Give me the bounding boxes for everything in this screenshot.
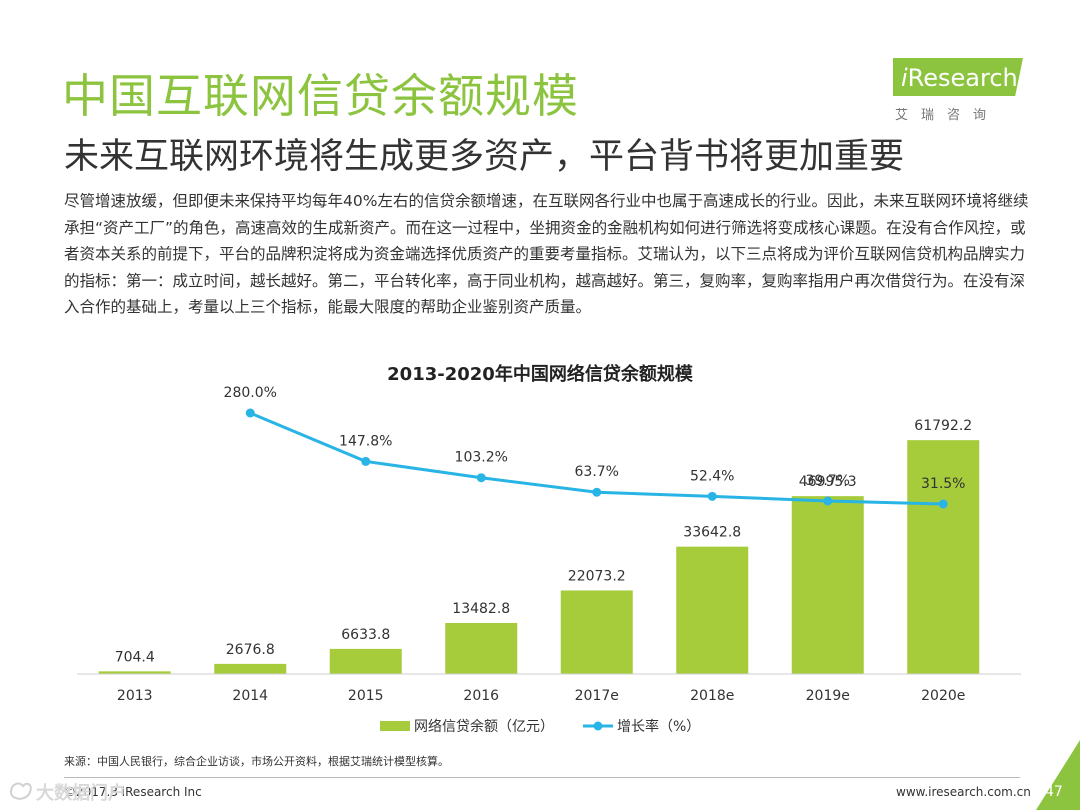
copyright: ©2017.3 iResearch Inc [64, 785, 202, 799]
x-tick-label: 2018e [690, 688, 734, 704]
bar-value-label: 61792.2 [914, 418, 972, 434]
page-subtitle: 未来互联网环境将生成更多资产，平台背书将更加重要 [64, 137, 905, 177]
iresearch-logo: iResearch 艾瑞咨询 [893, 54, 1033, 126]
bar [98, 671, 171, 674]
logo-subtitle: 艾瑞咨询 [895, 108, 1000, 123]
page-title: 中国互联网信贷余额规模 [62, 69, 579, 123]
bar-value-label: 704.4 [115, 649, 155, 665]
x-tick-label: 2014 [232, 688, 268, 704]
bar-series: 704.4 2676.8 6633.8 13482.8 22073.2 33642.8 46… [98, 418, 980, 674]
legend: 网络信贷余额（亿元） 增长率（%） [380, 718, 700, 735]
chart-title: 2013-2020年中国网络信贷余额规模 [387, 363, 694, 385]
growth-rate-label: 63.7% [575, 464, 619, 480]
growth-rate-label: 31.5% [921, 476, 965, 492]
bar-value-label: 6633.8 [341, 627, 390, 643]
x-tick-label: 2015 [348, 688, 384, 704]
growth-rate-point [823, 496, 833, 506]
growth-rate-label: 103.2% [455, 450, 508, 466]
source-note: 来源：中国人民银行，综合企业访谈，市场公开资料，根据艾瑞统计模型核算。 [64, 755, 449, 768]
x-tick-label: 2016 [463, 688, 499, 704]
bar-value-label: 13482.8 [452, 601, 510, 617]
line-series: 280.0% 147.8% 103.2% 63.7% 52.4% 39.7% 31.5% [224, 385, 965, 509]
bar [214, 663, 287, 674]
growth-rate-label: 52.4% [690, 468, 734, 484]
x-axis-labels: 2013 2014 2015 2016 2017e 2018e 2019e 2020e [117, 688, 965, 704]
x-tick-label: 2013 [117, 688, 153, 704]
legend-bar-swatch [380, 721, 410, 731]
bar-value-label: 46995.3 [799, 474, 857, 490]
logo-badge: iResearch [893, 58, 1023, 96]
bar [445, 622, 518, 674]
growth-rate-label: 280.0% [224, 385, 277, 401]
watermark-icon [9, 782, 32, 800]
bar [907, 440, 980, 674]
logo-text-rest: Research [907, 64, 1018, 92]
bar-value-label: 22073.2 [568, 568, 626, 584]
legend-line-label: 增长率（%） [617, 718, 700, 735]
x-tick-label: 2017e [575, 688, 619, 704]
growth-rate-point [938, 499, 948, 509]
growth-rate-point [707, 491, 717, 501]
body-paragraph: 尽管增速放缓，但即便未来保持平均每年40%左右的信贷余额增速，在互联网各行业中也… [64, 192, 1029, 316]
footer-divider [64, 777, 1020, 778]
legend-bar-label: 网络信贷余额（亿元） [414, 718, 554, 735]
legend-line-marker [593, 721, 603, 731]
bar [560, 590, 633, 674]
growth-rate-point [476, 473, 486, 483]
bar-value-label: 2676.8 [226, 642, 275, 658]
growth-rate-point [361, 456, 371, 466]
website-link[interactable]: www.iresearch.com.cn [896, 785, 1031, 799]
logo-text: iResearch [901, 64, 1018, 92]
page-number: 47 [1045, 784, 1063, 800]
watermark-text: 大数据门户 [36, 783, 126, 804]
bar [676, 546, 749, 674]
bar [791, 496, 864, 674]
bar [329, 648, 402, 674]
chart: 2013-2020年中国网络信贷余额规模 704.4 2676.8 6633.8 13… [77, 363, 1021, 735]
bar-value-label: 33642.8 [683, 525, 741, 541]
x-tick-label: 2020e [921, 688, 965, 704]
x-tick-label: 2019e [806, 688, 850, 704]
growth-rate-label: 147.8% [339, 433, 392, 449]
logo-text-i: i [901, 64, 908, 92]
growth-rate-point [245, 408, 255, 418]
growth-rate-point [592, 487, 602, 497]
growth-rate-label: 39.7% [806, 473, 850, 489]
